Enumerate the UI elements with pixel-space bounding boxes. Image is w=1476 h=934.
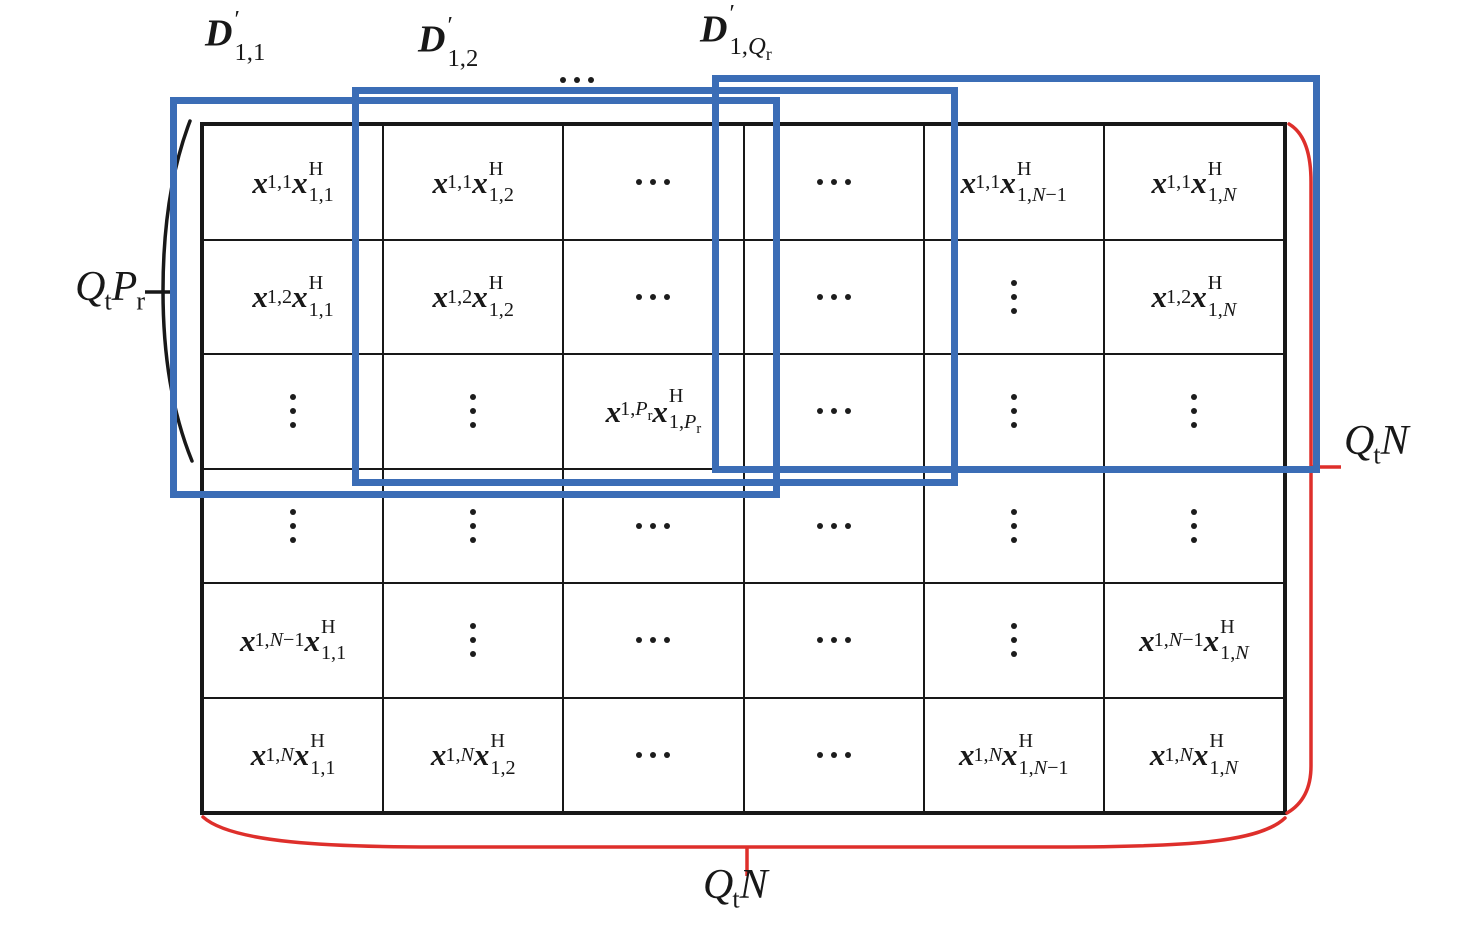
- horizontal-ellipsis: [816, 293, 851, 300]
- bottom-red-brace: [201, 815, 1287, 849]
- matrix-cell: x 1,N−1 x H 1,1: [203, 583, 384, 698]
- matrix-cell: x 1,1 x H 1,1: [203, 125, 384, 240]
- matrix-cell: [383, 468, 564, 583]
- horizontal-ellipsis: [636, 751, 671, 758]
- submatrix-outline-d-1-1: [170, 97, 780, 498]
- matrix-cell: [563, 239, 744, 354]
- matrix-cell: [563, 697, 744, 812]
- submatrix-outline-d-1-2: [352, 87, 958, 486]
- matrix-cell: x 1,1 x H 1,N: [1103, 125, 1284, 240]
- label-qt-pr-left: QtPr: [75, 264, 145, 316]
- right-red-brace: [1285, 122, 1313, 815]
- matrix-cell: [563, 125, 744, 240]
- matrix-cell: [743, 125, 924, 240]
- horizontal-ellipsis: [816, 179, 851, 186]
- vertical-ellipsis: [1010, 623, 1017, 658]
- vertical-ellipsis: [470, 623, 477, 658]
- horizontal-ellipsis: [636, 293, 671, 300]
- submatrix-outline-d-1-qr: [712, 75, 1320, 473]
- vertical-ellipsis: [470, 394, 477, 429]
- matrix-cell: x 1,2 x H 1,N: [1103, 239, 1284, 354]
- matrix-cell: [743, 583, 924, 698]
- matrix-cell: x 1,N x H 1,2: [383, 697, 564, 812]
- label-d-1-qr: D ′ 1,Qr: [700, 0, 772, 64]
- horizontal-ellipsis: [636, 637, 671, 644]
- matrix-cell: x 1,N x H 1,N: [1103, 697, 1284, 812]
- matrix-cell: [203, 468, 384, 583]
- vertical-ellipsis: [290, 508, 297, 543]
- matrix-cell: x 1,Pr x H 1,Pr: [563, 354, 744, 469]
- matrix-cell: [383, 583, 564, 698]
- horizontal-ellipsis: [636, 522, 671, 529]
- matrix-cell: [563, 468, 744, 583]
- matrix-cell: x 1,1 x H 1,2: [383, 125, 564, 240]
- matrix-cell: x 1,1 x H 1,N−1: [923, 125, 1104, 240]
- vertical-ellipsis: [290, 394, 297, 429]
- matrix-cell: [743, 697, 924, 812]
- horizontal-ellipsis: [816, 637, 851, 644]
- vertical-ellipsis: [470, 508, 477, 543]
- horizontal-ellipsis: [560, 77, 594, 83]
- vertical-ellipsis: [1190, 508, 1197, 543]
- matrix-cell: x 1,N x H 1,N−1: [923, 697, 1104, 812]
- horizontal-ellipsis: [816, 408, 851, 415]
- matrix-cell: [923, 583, 1104, 698]
- matrix-cell: x 1,N x H 1,1: [203, 697, 384, 812]
- vertical-ellipsis: [1190, 394, 1197, 429]
- matrix-cell: [383, 354, 564, 469]
- horizontal-ellipsis: [636, 179, 671, 186]
- vertical-ellipsis: [1010, 279, 1017, 314]
- matrix-cell: x 1,N−1 x H 1,N: [1103, 583, 1284, 698]
- horizontal-ellipsis: [816, 751, 851, 758]
- label-d-1-2: D ′ 1,2: [418, 12, 479, 72]
- label-d-1-1: D ′ 1,1: [205, 6, 266, 66]
- matrix-cell: x 1,2 x H 1,2: [383, 239, 564, 354]
- matrix-cell: [563, 583, 744, 698]
- label-top-cdots: [560, 52, 594, 90]
- vertical-ellipsis: [1010, 508, 1017, 543]
- horizontal-ellipsis: [816, 522, 851, 529]
- matrix-cell: [203, 354, 384, 469]
- matrix-cell: [923, 239, 1104, 354]
- label-qt-n-bottom: QtN: [703, 862, 768, 914]
- vertical-ellipsis: [1010, 394, 1017, 429]
- matrix-cell: x 1,2 x H 1,1: [203, 239, 384, 354]
- label-qt-n-right: QtN: [1344, 418, 1409, 470]
- matrix-cell: [743, 239, 924, 354]
